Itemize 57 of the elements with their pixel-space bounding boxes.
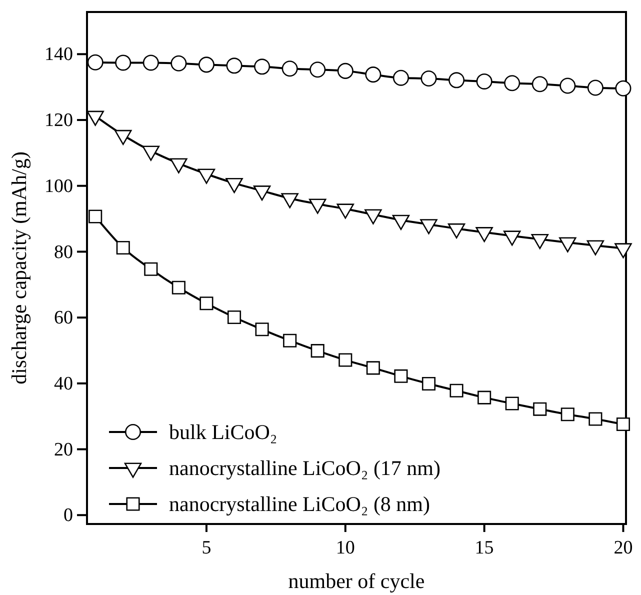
x-tick-label: 5 bbox=[202, 537, 212, 558]
point bbox=[226, 58, 242, 74]
x-axis-title: number of cycle bbox=[288, 569, 425, 593]
y-axis-title: discharge capacity (mAh/g) bbox=[7, 152, 31, 384]
point bbox=[615, 80, 632, 96]
point bbox=[532, 76, 548, 92]
point bbox=[254, 58, 270, 75]
point bbox=[200, 296, 214, 310]
point bbox=[88, 210, 102, 224]
point bbox=[170, 55, 187, 72]
point bbox=[227, 310, 242, 324]
point bbox=[450, 384, 464, 398]
point bbox=[310, 62, 326, 78]
x-tick-label: 15 bbox=[474, 537, 494, 558]
point bbox=[366, 361, 380, 375]
point bbox=[172, 280, 186, 294]
point bbox=[282, 60, 298, 77]
point bbox=[448, 72, 465, 88]
point bbox=[476, 73, 492, 90]
point bbox=[422, 376, 436, 391]
y-tick-label: 100 bbox=[44, 176, 73, 197]
point bbox=[478, 390, 492, 404]
point bbox=[616, 417, 630, 432]
point bbox=[87, 54, 104, 70]
point bbox=[115, 54, 132, 71]
x-tick-label: 10 bbox=[336, 537, 355, 558]
point bbox=[392, 70, 409, 86]
point bbox=[504, 75, 520, 92]
y-tick-label: 120 bbox=[44, 110, 73, 132]
point bbox=[505, 396, 519, 410]
point bbox=[365, 66, 382, 83]
y-tick-label: 40 bbox=[54, 373, 73, 394]
point bbox=[587, 80, 604, 96]
legend-label: nanocrystalline LiCoO₂ (17 nm) bbox=[169, 456, 441, 480]
point bbox=[420, 70, 437, 86]
legend-label: bulk LiCoO₂ bbox=[169, 420, 278, 444]
point bbox=[560, 78, 576, 94]
point bbox=[560, 408, 574, 422]
point bbox=[337, 62, 354, 79]
x-tick-label: 20 bbox=[614, 537, 633, 558]
point bbox=[144, 262, 158, 276]
point bbox=[283, 334, 297, 348]
point bbox=[533, 402, 547, 416]
y-tick-label: 80 bbox=[54, 242, 73, 263]
point bbox=[394, 369, 408, 383]
point bbox=[198, 56, 214, 73]
point bbox=[588, 412, 602, 426]
y-tick-label: 140 bbox=[44, 44, 73, 66]
point bbox=[310, 344, 324, 358]
y-tick-label: 20 bbox=[54, 439, 73, 460]
point bbox=[142, 54, 159, 71]
point bbox=[338, 353, 352, 367]
point bbox=[255, 322, 269, 336]
y-tick-label: 0 bbox=[64, 505, 73, 526]
y-tick-label: 60 bbox=[54, 308, 73, 329]
legend-label: nanocrystalline LiCoO₂ (8 nm) bbox=[169, 492, 430, 516]
point bbox=[116, 240, 130, 255]
